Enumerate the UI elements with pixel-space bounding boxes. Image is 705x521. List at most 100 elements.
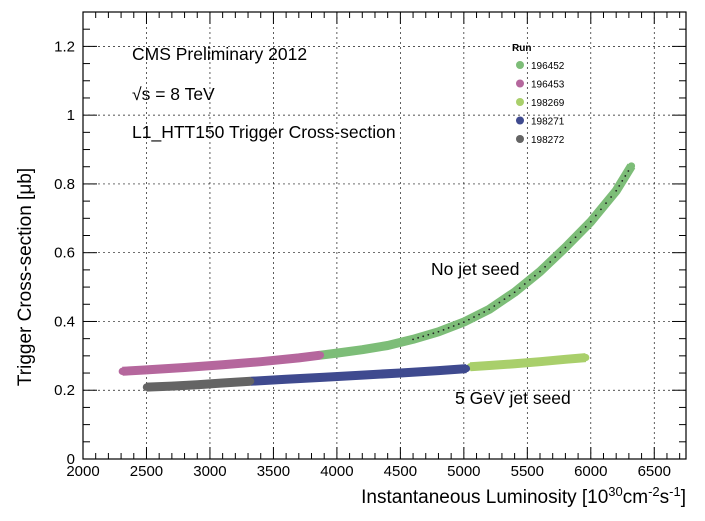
annotation-no-jet-seed: No jet seed — [431, 259, 520, 279]
data-point — [320, 373, 328, 381]
x-tick-label: 6500 — [638, 463, 671, 480]
x-tick-label: 3500 — [257, 463, 290, 480]
tail-marker — [498, 301, 501, 304]
x-tick-label: 5500 — [511, 463, 544, 480]
tail-marker — [610, 196, 613, 198]
tail-marker — [488, 308, 491, 311]
legend-label-198272: 198272 — [531, 135, 565, 146]
tail-marker — [427, 333, 430, 336]
axis-ticks: 2000 2500 3000 3500 4000 4500 5000 5500 6000 6500… — [54, 12, 686, 480]
tail-marker — [493, 305, 496, 307]
tail-marker — [579, 231, 582, 233]
annotation-energy: √s = 8 TeV — [132, 84, 215, 104]
data-point — [218, 361, 227, 369]
tail-marker — [574, 236, 577, 239]
y-tick-label: 0.8 — [54, 176, 75, 193]
tail-marker — [605, 202, 607, 205]
y-tick-label: 1 — [67, 107, 75, 124]
x-tick-label: 4500 — [384, 463, 417, 480]
x-tick-label: 6000 — [574, 463, 607, 480]
data-point — [462, 364, 471, 373]
tail-marker — [417, 336, 420, 339]
tail-marker — [615, 189, 618, 192]
data-point — [485, 361, 493, 370]
data-point — [180, 363, 189, 372]
tail-marker — [627, 170, 630, 172]
data-point — [434, 366, 443, 375]
series-band-196452 — [319, 163, 636, 360]
data-series — [118, 162, 636, 392]
x-tick-label: 2500 — [130, 463, 163, 480]
tail-marker — [544, 265, 546, 268]
tail-marker — [539, 270, 541, 273]
tail-marker — [462, 321, 465, 324]
tail-marker — [457, 323, 460, 325]
data-point — [627, 162, 636, 170]
legend-marker-196453 — [516, 79, 524, 88]
legend-marker-198272 — [516, 135, 524, 143]
data-point — [383, 341, 392, 350]
x-tick-label: 3000 — [193, 463, 226, 480]
tail-marker — [569, 241, 572, 244]
data-point — [118, 367, 127, 376]
series-196453 — [118, 350, 325, 376]
legend: Run 196452 196453 198269 198271 198272 — [512, 43, 565, 146]
legend-marker-196452 — [516, 61, 524, 69]
data-point — [193, 381, 201, 389]
data-point — [333, 349, 341, 357]
tail-marker — [468, 318, 470, 321]
tail-marker — [447, 327, 450, 329]
y-tick-label: 0 — [67, 451, 75, 468]
tail-marker — [452, 325, 455, 327]
data-point — [168, 382, 176, 390]
legend-title: Run — [512, 43, 531, 54]
tail-marker — [564, 246, 567, 249]
legend-label-198269: 198269 — [531, 98, 565, 109]
tail-marker — [473, 316, 475, 318]
data-point — [561, 355, 570, 363]
data-point — [582, 353, 590, 362]
tail-marker — [624, 175, 627, 177]
data-point — [295, 354, 303, 362]
annotation-5gev-jet-seed: 5 GeV jet seed — [455, 388, 571, 408]
x-tick-label: 2000 — [66, 463, 99, 480]
y-tick-label: 0.4 — [54, 313, 75, 330]
data-point — [536, 357, 544, 366]
data-point — [358, 345, 366, 354]
tail-marker — [518, 287, 521, 290]
legend-marker-198269 — [516, 98, 524, 106]
annotation-trigger: L1_HTT150 Trigger Cross-section — [132, 122, 396, 143]
tail-marker — [478, 313, 480, 316]
series-198272 — [142, 376, 255, 392]
data-point — [142, 383, 151, 391]
data-point — [316, 351, 325, 359]
data-point — [510, 360, 519, 368]
tail-marker — [442, 328, 445, 331]
tail-marker — [422, 335, 425, 338]
tail-marker — [432, 332, 435, 335]
y-axis-label: Trigger Cross-section [μb] — [15, 168, 36, 386]
tail-marker — [600, 208, 602, 211]
y-tick-label: 0.2 — [54, 382, 75, 399]
tail-markers — [412, 170, 630, 341]
tail-marker — [554, 256, 557, 259]
annotations: CMS Preliminary 2012 √s = 8 TeV L1_HTT15… — [132, 44, 571, 408]
data-point — [396, 369, 405, 377]
tail-marker — [528, 278, 531, 281]
tail-marker — [437, 330, 440, 333]
tail-marker — [503, 298, 506, 301]
tail-marker — [508, 294, 511, 297]
data-point — [246, 377, 255, 385]
x-axis-label: Instantaneous Luminosity [1030cm-2s-1] — [361, 484, 686, 508]
tail-marker — [621, 179, 624, 182]
legend-label-198271: 198271 — [531, 117, 565, 128]
series-198271 — [246, 364, 471, 386]
legend-marker-198271 — [516, 116, 524, 125]
tail-marker — [523, 283, 526, 285]
data-point — [358, 371, 366, 379]
x-tick-label: 4000 — [320, 463, 353, 480]
annotation-title: CMS Preliminary 2012 — [132, 44, 307, 64]
y-tick-label: 1.2 — [54, 38, 75, 55]
grid-lines — [82, 12, 686, 460]
